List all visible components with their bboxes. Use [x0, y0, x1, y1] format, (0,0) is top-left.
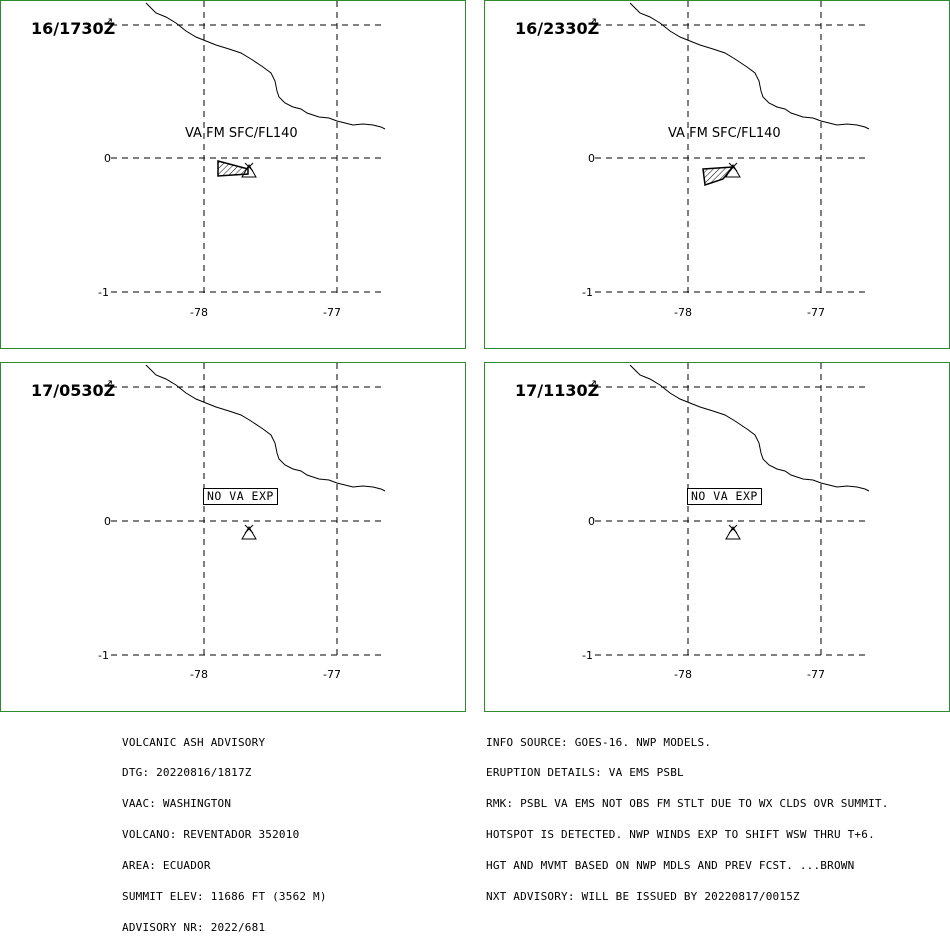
advisory-remarks-block: INFO SOURCE: GOES-16. NWP MODELS. ERUPTI…	[486, 717, 889, 913]
lon-label-minus78: -78	[674, 668, 692, 681]
advisory-line: ERUPTION DETAILS: VA EMS PSBL	[486, 766, 684, 780]
advisory-line: AREA: ECUADOR	[122, 859, 211, 873]
advisory-line: VOLCANIC ASH ADVISORY	[122, 735, 266, 749]
advisory-line: ADVISORY NR: 2022/681	[122, 920, 266, 934]
panel-time: 16/2330Z	[515, 19, 600, 38]
lat-label-0: 0	[104, 152, 111, 165]
lon-label-minus78: -78	[190, 668, 208, 681]
lat-label-minus1: -1	[98, 286, 109, 299]
lat-label-0: 0	[588, 515, 595, 528]
advisory-line: RMK: PSBL VA EMS NOT OBS FM STLT DUE TO …	[486, 797, 889, 811]
north-arrow-icon: ↗	[104, 377, 114, 390]
va-label: VA FM SFC/FL140	[668, 126, 781, 141]
lon-label-minus77: -77	[323, 668, 341, 681]
volcano-icon	[241, 524, 257, 540]
coastline	[145, 2, 386, 130]
advisory-line: HOTSPOT IS DETECTED. NWP WINDS EXP TO SH…	[486, 828, 875, 842]
map-panel-3: 17/0530Z ↗ NO VA EXP 0 -1 -78 -77	[0, 362, 466, 712]
panel-time: 17/0530Z	[31, 381, 116, 400]
advisory-line: VOLCANO: REVENTADOR 352010	[122, 828, 300, 842]
lon-label-minus77: -77	[323, 306, 341, 319]
panel-time: 17/1130Z	[515, 381, 600, 400]
volcano-icon	[725, 524, 741, 540]
lon-label-minus77: -77	[807, 306, 825, 319]
map-canvas-2	[595, 1, 870, 297]
va-label: VA FM SFC/FL140	[185, 126, 298, 141]
coastline	[145, 364, 386, 492]
lat-label-minus1: -1	[582, 649, 593, 662]
map-panel-1: 16/1730Z ↗ VA FM SFC/FL140 0 -1 -78 -77	[0, 0, 466, 349]
north-arrow-icon: ↗	[588, 377, 598, 390]
volcano-icon	[725, 162, 741, 178]
no-va-box: NO VA EXP	[687, 488, 762, 505]
volcano-icon	[241, 162, 257, 178]
lon-label-minus78: -78	[190, 306, 208, 319]
map-panel-4: 17/1130Z ↗ NO VA EXP 0 -1 -78 -77	[484, 362, 950, 712]
advisory-line: DTG: 20220816/1817Z	[122, 766, 252, 780]
map-panel-2: 16/2330Z ↗ VA FM SFC/FL140 0 -1 -78 -77	[484, 0, 950, 349]
coastline	[629, 2, 870, 130]
map-canvas-4	[595, 363, 870, 659]
lon-label-minus77: -77	[807, 668, 825, 681]
ash-polygon	[217, 160, 249, 177]
north-arrow-icon: ↗	[588, 15, 598, 28]
map-canvas-1	[111, 1, 386, 297]
lat-label-minus1: -1	[582, 286, 593, 299]
lat-label-0: 0	[104, 515, 111, 528]
map-canvas-3	[111, 363, 386, 659]
lon-label-minus78: -78	[674, 306, 692, 319]
advisory-line: SUMMIT ELEV: 11686 FT (3562 M)	[122, 890, 327, 904]
ash-polygon	[702, 166, 735, 187]
no-va-box: NO VA EXP	[203, 488, 278, 505]
coastline	[629, 364, 870, 492]
advisory-line: VAAC: WASHINGTON	[122, 797, 232, 811]
advisory-line: HGT AND MVMT BASED ON NWP MDLS AND PREV …	[486, 859, 855, 873]
lat-label-0: 0	[588, 152, 595, 165]
advisory-header-block: VOLCANIC ASH ADVISORY DTG: 20220816/1817…	[122, 717, 327, 944]
advisory-line: INFO SOURCE: GOES-16. NWP MODELS.	[486, 735, 712, 749]
panel-time: 16/1730Z	[31, 19, 116, 38]
north-arrow-icon: ↗	[104, 15, 114, 28]
advisory-line: NXT ADVISORY: WILL BE ISSUED BY 20220817…	[486, 890, 800, 904]
lat-label-minus1: -1	[98, 649, 109, 662]
